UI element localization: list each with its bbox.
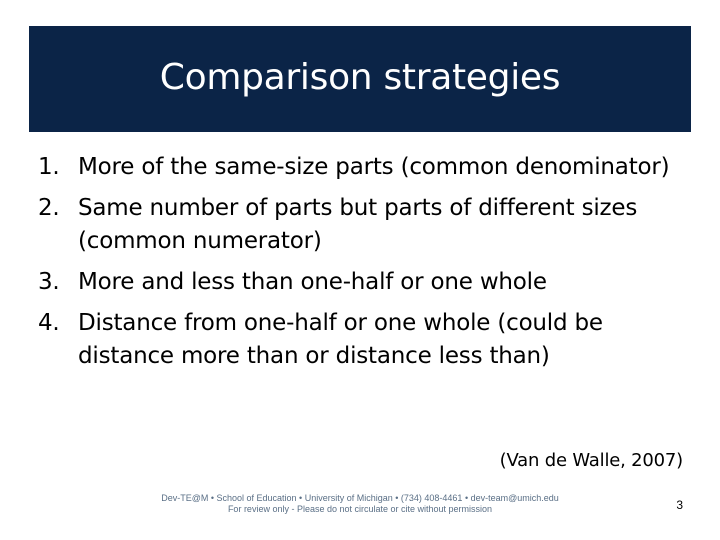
strategy-list: 1. More of the same-size parts (common d… [38, 151, 678, 381]
item-text: Distance from one-half or one whole (cou… [78, 310, 603, 369]
item-text: More of the same-size parts (common deno… [78, 154, 670, 180]
list-item: 2. Same number of parts but parts of dif… [38, 192, 678, 258]
item-text: Same number of parts but parts of differ… [78, 195, 638, 254]
item-number: 1. [38, 154, 60, 180]
citation: (Van de Walle, 2007) [499, 450, 684, 471]
footer: Dev-TE@M • School of Education • Univers… [0, 493, 720, 515]
item-number: 4. [38, 310, 60, 336]
item-number: 2. [38, 195, 60, 221]
slide-title: Comparison strategies [159, 56, 561, 98]
item-number: 3. [38, 269, 60, 295]
item-text: More and less than one-half or one whole [78, 269, 547, 295]
list-item: 4. Distance from one-half or one whole (… [38, 307, 678, 373]
footer-contact-line: Dev-TE@M • School of Education • Univers… [161, 493, 559, 503]
title-band: Comparison strategies [29, 26, 691, 132]
footer-notice-line: For review only - Please do not circulat… [227, 504, 493, 514]
list-item: 1. More of the same-size parts (common d… [38, 151, 678, 184]
page-number: 3 [676, 498, 683, 512]
list-item: 3. More and less than one-half or one wh… [38, 266, 678, 299]
